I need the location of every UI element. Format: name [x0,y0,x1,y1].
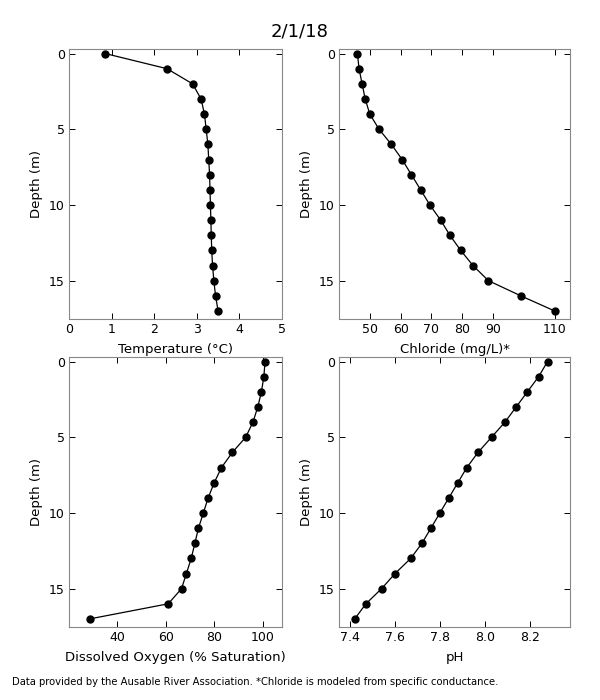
X-axis label: pH: pH [445,650,464,664]
Y-axis label: Depth (m): Depth (m) [301,458,313,526]
Y-axis label: Depth (m): Depth (m) [31,458,43,526]
X-axis label: Temperature (°C): Temperature (°C) [118,342,233,356]
X-axis label: Dissolved Oxygen (% Saturation): Dissolved Oxygen (% Saturation) [65,650,286,664]
Text: Data provided by the Ausable River Association. *Chloride is modeled from specif: Data provided by the Ausable River Assoc… [12,678,499,687]
Y-axis label: Depth (m): Depth (m) [31,150,43,218]
Y-axis label: Depth (m): Depth (m) [301,150,313,218]
X-axis label: Chloride (mg/L)*: Chloride (mg/L)* [400,342,509,356]
Text: 2/1/18: 2/1/18 [271,22,329,41]
